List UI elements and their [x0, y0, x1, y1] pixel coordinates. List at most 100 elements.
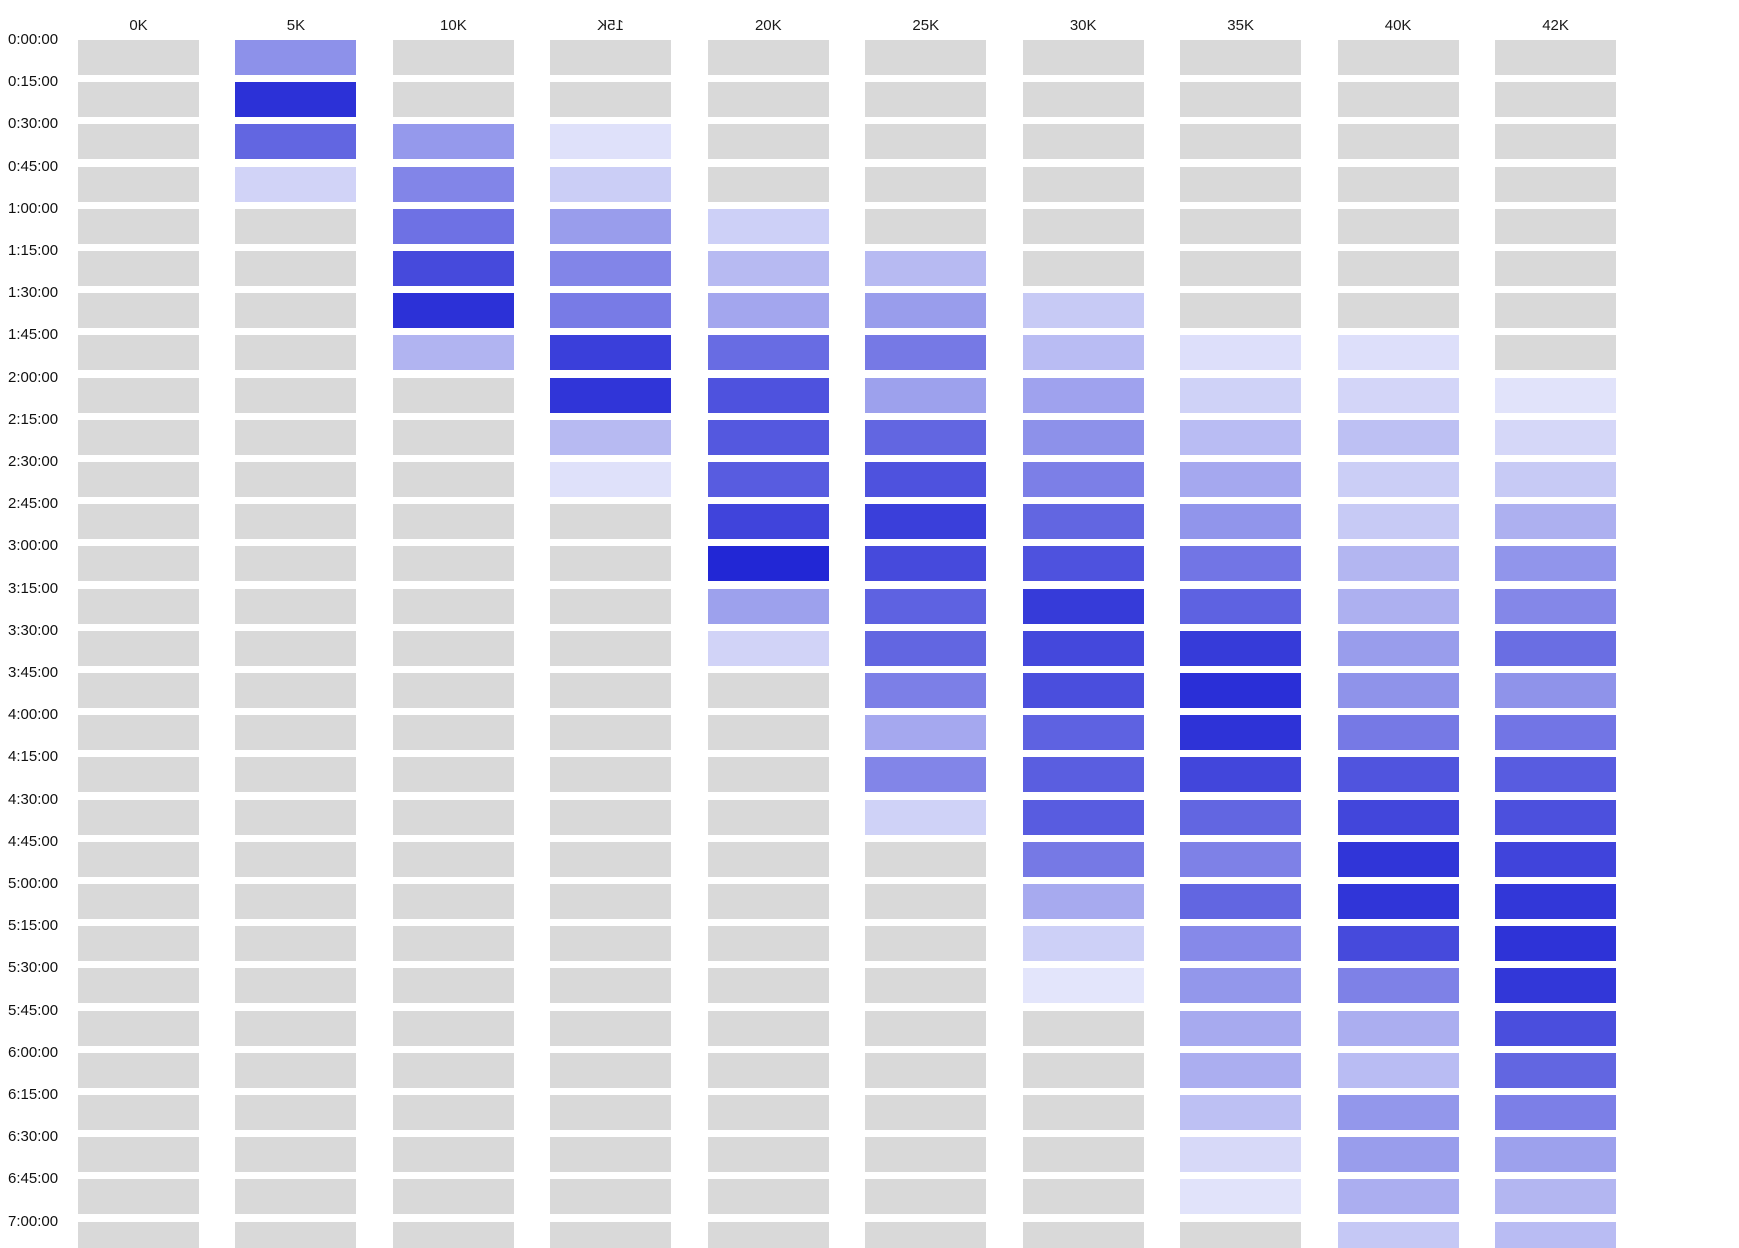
heatmap-cell — [1337, 377, 1459, 413]
heatmap-cell — [235, 419, 357, 455]
heatmap-cell — [392, 462, 514, 497]
heatmap-cell — [1180, 926, 1302, 962]
heatmap-cell — [1180, 335, 1302, 371]
time-axis-label: 0:30:00 — [8, 115, 59, 133]
heatmap-cell — [1022, 757, 1144, 793]
heatmap-cell — [392, 799, 514, 835]
heatmap-cell — [1022, 504, 1144, 540]
heatmap-cell — [392, 673, 514, 708]
heatmap-cell — [235, 124, 357, 160]
column-header-20k: 20K — [754, 17, 782, 34]
heatmap-cell — [1022, 251, 1144, 286]
time-axis-label: 0:00:00 — [8, 31, 59, 48]
heatmap-cell — [235, 40, 357, 75]
heatmap-cell — [392, 40, 514, 75]
heatmap-cell — [707, 1095, 829, 1130]
time-axis-label: 0:45:00 — [8, 157, 59, 175]
heatmap-cell — [235, 251, 357, 286]
heatmap-cell — [1495, 1052, 1617, 1088]
heatmap-cell — [1337, 630, 1459, 666]
heatmap-cell — [235, 673, 357, 708]
heatmap-cell — [78, 968, 199, 1004]
heatmap-cell — [865, 335, 987, 371]
heatmap-cell — [865, 588, 987, 624]
column-header-15k: 15K — [597, 17, 625, 34]
heatmap-cell — [1022, 926, 1144, 962]
heatmap-cell — [1337, 884, 1459, 919]
heatmap-cell — [1022, 124, 1144, 160]
heatmap-cell — [235, 166, 357, 202]
time-axis-label: 5:30:00 — [8, 959, 59, 977]
heatmap-cell — [1180, 673, 1302, 708]
column-header-35k: 35K — [1227, 17, 1254, 34]
heatmap-cell — [392, 715, 514, 751]
heatmap-cell — [1180, 208, 1302, 244]
heatmap-cell — [550, 546, 672, 582]
heatmap-cell — [1022, 1179, 1144, 1215]
heatmap-cell — [235, 377, 357, 413]
heatmap-cell — [865, 926, 987, 962]
heatmap-cell — [707, 1179, 829, 1215]
heatmap-cell — [1495, 884, 1617, 919]
heatmap-cell — [78, 799, 199, 835]
heatmap-cell — [1022, 293, 1144, 329]
heatmap-cell — [865, 1221, 987, 1248]
heatmap-cell — [1180, 419, 1302, 455]
heatmap-cell — [392, 1010, 514, 1046]
heatmap-cell — [235, 1179, 357, 1215]
heatmap-cell — [707, 1137, 829, 1173]
heatmap-cell — [707, 377, 829, 413]
heatmap-cell — [78, 841, 199, 877]
heatmap-cell — [550, 926, 672, 962]
column-header-25k: 25K — [912, 17, 940, 34]
heatmap-cell — [392, 124, 514, 160]
time-axis-label: 3:30:00 — [8, 621, 59, 639]
heatmap-cell — [235, 1221, 357, 1248]
time-axis-label: 2:15:00 — [8, 410, 59, 428]
heatmap-cell — [392, 251, 514, 286]
heatmap-cell — [235, 630, 357, 666]
heatmap-cell — [1495, 673, 1617, 708]
heatmap-cell — [1180, 968, 1302, 1004]
heatmap-cell — [1495, 968, 1617, 1004]
heatmap-cell — [78, 673, 199, 708]
heatmap-cell — [235, 588, 357, 624]
heatmap-cell — [1022, 1095, 1144, 1130]
heatmap-cell — [865, 462, 987, 497]
heatmap-cell — [865, 968, 987, 1004]
heatmap-cell — [1495, 757, 1617, 793]
heatmap-cell — [550, 251, 672, 286]
heatmap-cell — [865, 166, 987, 202]
heatmap-cell — [1495, 208, 1617, 244]
heatmap-cell — [550, 884, 672, 919]
heatmap-cell — [235, 1095, 357, 1130]
time-axis-label: 2:00:00 — [8, 368, 59, 386]
heatmap-cell — [865, 293, 987, 329]
heatmap-cell — [550, 673, 672, 708]
heatmap-cell — [865, 1137, 987, 1173]
heatmap-cell — [865, 1179, 987, 1215]
heatmap-cell — [235, 1052, 357, 1088]
heatmap-cell — [78, 1010, 199, 1046]
heatmap-cell — [1022, 884, 1144, 919]
heatmap-cell — [550, 293, 672, 329]
heatmap-cell — [392, 335, 514, 371]
heatmap-cell — [550, 968, 672, 1004]
heatmap-cell — [392, 1095, 514, 1130]
heatmap-cell — [1180, 377, 1302, 413]
heatmap-cell — [1180, 588, 1302, 624]
heatmap-cell — [78, 462, 199, 497]
heatmap-cell — [707, 1052, 829, 1088]
heatmap-cell — [1337, 968, 1459, 1004]
heatmap-cell — [78, 1221, 199, 1248]
heatmap-cell — [1337, 251, 1459, 286]
heatmap-cell — [1180, 757, 1302, 793]
heatmap-cell — [707, 462, 829, 497]
heatmap-cell — [392, 1221, 514, 1248]
heatmap-cell — [865, 884, 987, 919]
heatmap-cell — [78, 166, 199, 202]
heatmap-cell — [78, 588, 199, 624]
heatmap-cell — [707, 588, 829, 624]
heatmap-cell — [1337, 335, 1459, 371]
heatmap-cell — [1022, 841, 1144, 877]
